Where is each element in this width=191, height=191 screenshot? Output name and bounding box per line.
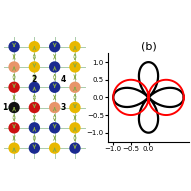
Circle shape bbox=[29, 122, 40, 134]
Circle shape bbox=[69, 41, 81, 52]
Circle shape bbox=[69, 122, 81, 134]
Circle shape bbox=[8, 142, 20, 154]
Circle shape bbox=[69, 102, 81, 113]
Circle shape bbox=[8, 82, 20, 93]
Text: 3: 3 bbox=[61, 103, 66, 112]
Circle shape bbox=[29, 142, 40, 154]
Circle shape bbox=[29, 61, 40, 73]
Text: 1: 1 bbox=[2, 103, 8, 112]
Circle shape bbox=[49, 102, 60, 113]
Circle shape bbox=[29, 102, 40, 113]
Circle shape bbox=[69, 61, 81, 73]
Circle shape bbox=[8, 122, 20, 134]
Circle shape bbox=[69, 142, 81, 154]
Circle shape bbox=[8, 41, 20, 52]
Circle shape bbox=[49, 41, 60, 52]
Circle shape bbox=[69, 82, 81, 93]
Circle shape bbox=[49, 61, 60, 73]
Circle shape bbox=[49, 142, 60, 154]
Text: (b): (b) bbox=[141, 41, 156, 52]
Circle shape bbox=[8, 61, 20, 73]
Circle shape bbox=[29, 41, 40, 52]
Circle shape bbox=[49, 82, 60, 93]
Text: 2: 2 bbox=[32, 75, 37, 84]
Circle shape bbox=[49, 122, 60, 134]
Circle shape bbox=[29, 82, 40, 93]
Text: 4: 4 bbox=[61, 75, 66, 84]
Circle shape bbox=[8, 102, 20, 113]
